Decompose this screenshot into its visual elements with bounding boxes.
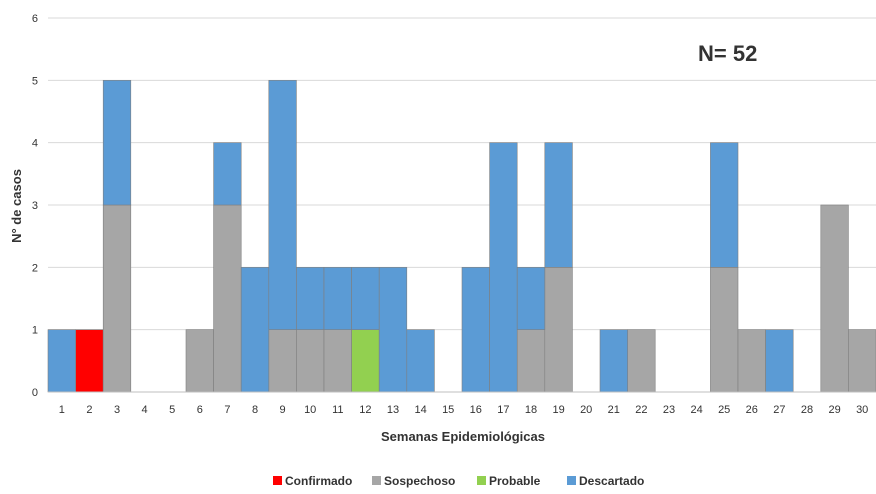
y-tick-label: 1 [32,325,38,337]
legend-swatch [273,476,282,485]
x-tick-label: 18 [525,404,537,416]
bar-segment [627,329,656,393]
x-tick-label: 9 [280,404,286,416]
bar-segment [47,329,76,393]
x-tick-label: 4 [142,404,148,416]
legend-label: Descartado [579,474,644,488]
y-axis-title: N° de casos [9,169,24,243]
x-tick-label: 5 [169,404,175,416]
bar-segment [544,267,573,393]
legend-swatch [372,476,381,485]
bars [47,80,876,393]
bar-segment [710,142,739,268]
x-tick-label: 6 [197,404,203,416]
bar-segment [296,329,325,393]
bar-segment [599,329,628,393]
y-tick-label: 3 [32,200,38,212]
legend-label: Probable [489,474,541,488]
legend-swatch [477,476,486,485]
x-tick-label: 2 [86,404,92,416]
x-tick-label: 30 [856,404,868,416]
y-tick-label: 2 [32,262,38,274]
x-tick-label: 20 [580,404,592,416]
bar-segment [820,204,849,393]
x-tick-label: 25 [718,404,730,416]
y-tick-label: 0 [32,387,38,399]
x-tick-label: 22 [635,404,647,416]
bar-segment [213,204,242,393]
bar-segment [323,329,352,393]
bar-segment [489,142,518,393]
x-axis-title: Semanas Epidemiológicas [381,429,545,444]
bar-segment [351,329,380,393]
x-tick-label: 23 [663,404,675,416]
bar-segment [102,204,132,393]
x-tick-label: 24 [690,404,702,416]
x-tick-label: 16 [470,404,482,416]
bar-segment [378,267,408,393]
x-tick-label: 10 [304,404,316,416]
legend-swatch [567,476,576,485]
x-tick-label: 26 [746,404,758,416]
x-tick-label: 3 [114,404,120,416]
bar-segment [240,267,270,393]
x-tick-label: 14 [414,404,426,416]
x-tick-label: 7 [224,404,230,416]
x-tick-label: 15 [442,404,454,416]
x-tick-label: 29 [828,404,840,416]
bar-segment [848,329,876,393]
bar-segment [268,329,297,393]
x-tick-label: 13 [387,404,399,416]
bar-segment [213,142,242,206]
legend: Confirmado Sospechoso Probable Descartado [273,474,644,488]
x-tick-label: 17 [497,404,509,416]
bar-segment [296,267,325,330]
x-tick-label: 11 [332,404,343,416]
bar-segment [516,329,546,393]
x-tick-label: 19 [552,404,564,416]
bar-segment [710,267,739,393]
bar-segment [75,329,104,393]
legend-label: Confirmado [285,474,352,488]
y-tick-label: 4 [32,138,38,150]
x-tick-label: 8 [252,404,258,416]
bar-segment [185,329,214,393]
sample-size-annotation: N= 52 [698,41,757,66]
y-tick-label: 5 [32,75,38,87]
bar-segment [544,142,573,268]
bar-segment [461,267,490,393]
bar-segment [765,329,794,393]
bar-segment [516,267,546,330]
x-tick-label: 27 [773,404,785,416]
x-tick-label: 28 [801,404,813,416]
bar-segment [737,329,766,393]
x-tick-label: 12 [359,404,371,416]
legend-label: Sospechoso [384,474,455,488]
bar-segment [406,329,435,393]
x-tick-label: 1 [59,404,65,416]
x-tick-label: 21 [608,404,620,416]
bar-segment [102,80,132,206]
bar-segment [268,80,297,330]
bar-segment [351,267,380,330]
bar-segment [323,267,352,330]
y-tick-label: 6 [32,13,38,25]
